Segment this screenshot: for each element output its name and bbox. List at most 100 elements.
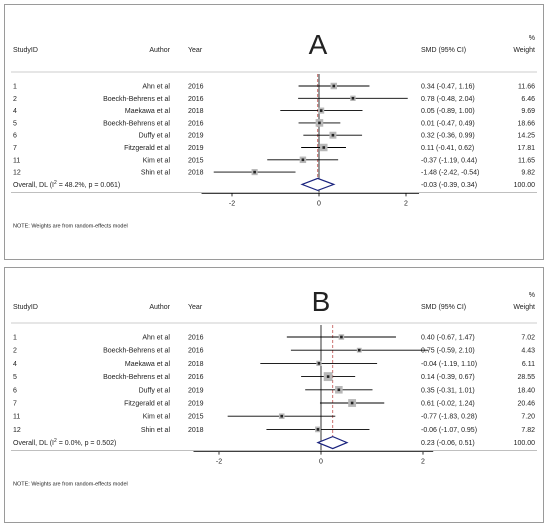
column-header-weight: Weight [513,47,535,54]
study-year: 2019 [188,133,204,140]
point-estimate [301,158,305,162]
study-year: 2016 [188,84,204,91]
forest-plot-a: StudyID Author Year SMD (95% CI)% Weight A 1 Ah… [4,4,544,260]
column-header-year: Year [188,304,203,311]
point-estimate [332,84,336,88]
point-estimate [253,170,256,174]
study-smd-ci: -0.37 (-1.19, 0.44) [421,157,477,164]
study-year: 2016 [188,96,204,103]
study-year: 2015 [188,414,204,421]
point-estimate [350,401,354,405]
study-author: Kim et al [143,157,171,164]
column-header-author: Author [149,47,170,54]
weights-note: NOTE: Weights are from random-effects mo… [13,482,128,488]
weights-note: NOTE: Weights are from random-effects mo… [13,223,128,229]
study-id: 5 [13,120,17,127]
study-year: 2019 [188,401,204,408]
study-author: Fitzgerald et al [124,145,170,152]
study-weight: 17.81 [517,145,535,152]
point-estimate [280,414,284,418]
study-id: 12 [13,170,21,177]
study-author: Duffy et al [139,387,171,394]
column-header-percent: % [529,35,535,42]
study-id: 11 [13,414,20,421]
study-weight: 7.20 [521,414,535,421]
study-weight: 14.25 [517,133,535,140]
study-id: 7 [13,145,17,152]
study-author: Fitzgerald et al [124,401,170,408]
study-smd-ci: -0.06 (-1.07, 0.95) [421,427,477,434]
study-id: 1 [13,84,17,91]
point-estimate [357,348,361,352]
study-author: Kim et al [143,414,171,421]
column-header-study: StudyID [13,47,38,54]
study-author: Shin et al [141,427,171,434]
study-smd-ci: 0.75 (-0.59, 2.10) [421,348,475,355]
study-year: 2019 [188,145,204,152]
study-weight: 20.46 [517,401,535,408]
study-year: 2018 [188,427,204,434]
overall-weight: 100.00 [514,182,536,189]
point-estimate [337,388,341,392]
study-author: Duffy et al [139,133,171,140]
x-tick-label: 2 [404,200,408,207]
panel-label: A [309,29,328,60]
study-id: 7 [13,401,17,408]
overall-diamond [316,435,349,450]
study-author: Maekawa et al [125,361,171,368]
study-id: 5 [13,374,17,381]
study-year: 2018 [188,108,204,115]
study-weight: 7.82 [521,427,535,434]
study-weight: 11.65 [518,157,535,164]
study-smd-ci: 0.32 (-0.36, 0.99) [421,133,475,140]
point-estimate [326,375,330,378]
study-author: Ahn et al [142,335,170,342]
study-smd-ci: 0.61 (-0.02, 1.24) [421,401,475,408]
point-estimate [319,109,323,112]
x-tick-label: -2 [229,200,235,207]
x-tick-label: 0 [319,459,323,466]
study-smd-ci: 0.35 (-0.31, 1.01) [421,387,475,394]
study-weight: 4.43 [521,348,535,355]
column-header-weight: Weight [513,304,535,311]
study-year: 2018 [188,361,204,368]
study-weight: 6.46 [521,96,535,103]
forest-plot-b: StudyID Author Year SMD (95% CI)% Weight B 1 Ah… [4,267,544,523]
point-estimate [317,362,321,365]
study-weight: 9.69 [521,108,535,115]
study-author: Boeckh-Behrens et al [103,348,170,355]
study-year: 2016 [188,374,204,381]
overall-weight: 100.00 [514,440,536,447]
x-tick-label: 2 [421,459,425,466]
study-id: 2 [13,348,17,355]
overall-label: Overall, DL (I2 = 48.2%, p = 0.061) [13,180,120,189]
study-smd-ci: 0.05 (-0.89, 1.00) [421,108,475,115]
overall-diamond [300,177,336,192]
point-estimate [351,97,355,100]
study-id: 2 [13,96,17,103]
study-smd-ci: 0.11 (-0.41, 0.62) [421,145,474,152]
study-weight: 11.66 [518,84,535,91]
overall-label: Overall, DL (I2 = 0.0%, p = 0.502) [13,438,116,447]
forest-plot-svg: StudyID Author Year SMD (95% CI)% Weight A 1 Ah… [11,29,537,229]
overall-smd-ci: 0.23 (-0.06, 0.51) [421,440,475,447]
point-estimate [316,428,320,431]
study-smd-ci: 0.34 (-0.47, 1.16) [421,84,475,91]
study-id: 4 [13,108,17,115]
study-year: 2019 [188,387,204,394]
study-id: 4 [13,361,17,368]
point-estimate [340,335,343,339]
study-smd-ci: 0.14 (-0.39, 0.67) [421,374,475,381]
study-smd-ci: -1.48 (-2.42, -0.54) [421,170,479,177]
column-header-effect: SMD (95% CI) [421,47,466,54]
study-author: Maekawa et al [125,108,171,115]
study-weight: 6.11 [522,361,535,368]
study-id: 6 [13,133,17,140]
study-author: Boeckh-Behrens et al [103,120,170,127]
column-header-year: Year [188,47,203,54]
overall-smd-ci: -0.03 (-0.39, 0.34) [421,182,477,189]
study-year: 2015 [188,157,204,164]
study-smd-ci: -0.04 (-1.19, 1.10) [421,361,477,368]
study-author: Boeckh-Behrens et al [103,96,170,103]
study-weight: 9.82 [521,170,535,177]
